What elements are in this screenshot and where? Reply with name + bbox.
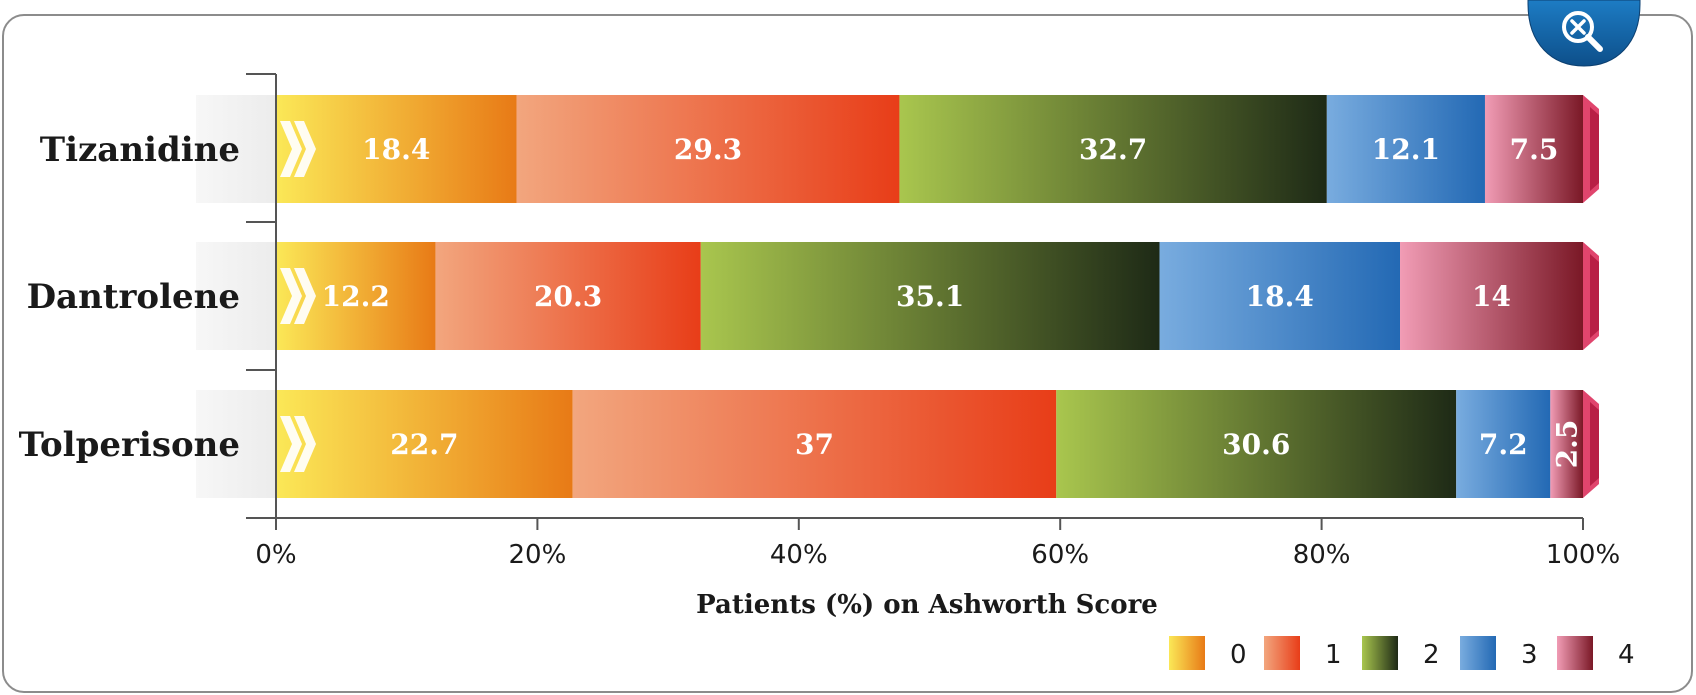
bar-row-background [196,95,276,203]
legend-label: 4 [1618,640,1635,670]
bars-layer: 18.4 29.3 32.7 12.1 7.5 Tizanidine 12.2 20.3 35.… [19,95,1599,498]
data-label: 7.5 [1510,133,1559,166]
data-label: 35.1 [896,280,964,313]
legend-swatch [1460,636,1496,670]
axis-layer: 0% 20% 40% 60% 80% 100% [246,73,1620,570]
bar-segment-tizanidine-score-3 [1326,95,1485,203]
category-label: Tolperisone [19,425,240,465]
legend-label: 3 [1521,640,1538,670]
data-label: 30.6 [1222,428,1290,461]
bar-row-tolperisone: 22.7 37 30.6 7.2 2.5 Tolperisone [19,390,1599,498]
data-label: 37 [795,428,834,461]
bar-segment-tizanidine-score-2 [899,95,1327,203]
bar-end-cap-shade [1590,402,1599,486]
bar-end-cap-shade [1590,107,1599,191]
data-label: 32.7 [1079,133,1147,166]
legend-label: 2 [1423,640,1440,670]
legend-swatch [1362,636,1398,670]
zoom-out-magnifier-icon [1562,11,1603,52]
bar-segment-tolperisone-score-1 [572,390,1057,498]
bar-segment-tolperisone-score-0 [276,390,573,498]
data-label: 20.3 [534,280,602,313]
data-label: 29.3 [674,133,742,166]
data-label: 22.7 [390,428,458,461]
legend-label: 1 [1325,640,1342,670]
legend-item-score-2: 2 [1362,636,1440,670]
x-tick-label: 0% [255,540,296,570]
data-label: 12.1 [1372,133,1440,166]
bar-row-background [196,390,276,498]
bar-row-background [196,242,276,350]
bar-end-cap-shade [1590,254,1599,338]
legend-swatch [1169,636,1205,670]
x-tick-label: 20% [509,540,567,570]
x-tick-label: 60% [1031,540,1089,570]
category-label: Tizanidine [40,130,240,170]
category-label: Dantrolene [27,277,240,317]
chevron-icon [280,121,316,177]
x-tick-label: 40% [770,540,828,570]
bar-segment-tolperisone-score-3 [1456,390,1551,498]
data-label: 7.2 [1479,428,1528,461]
bar-row-tizanidine: 18.4 29.3 32.7 12.1 7.5 Tizanidine [40,95,1599,203]
zoom-tab[interactable] [1524,0,1644,68]
bar-segment-tizanidine-score-0 [276,95,517,203]
legend-item-score-1: 1 [1264,636,1342,670]
legend-item-score-4: 4 [1557,636,1635,670]
legend: 0 1 2 3 4 [1169,636,1635,670]
bar-row-dantrolene: 12.2 20.3 35.1 18.4 14 Dantrolene [27,242,1599,350]
bar-segment-tolperisone-score-2 [1056,390,1457,498]
bar-segment-tolperisone-score-4 [1550,390,1583,498]
chevron-icon [280,268,316,324]
legend-item-score-0: 0 [1169,636,1247,670]
x-tick-label: 100% [1546,540,1620,570]
data-label: 18.4 [1246,280,1314,313]
data-label: 2.5 [1551,420,1584,469]
bar-segment-tizanidine-score-1 [516,95,900,203]
chevron-icon [280,416,316,472]
bar-segment-dantrolene-score-3 [1159,242,1401,350]
data-label: 12.2 [322,280,390,313]
data-label: 14 [1472,280,1511,313]
legend-swatch [1264,636,1300,670]
bar-segment-tizanidine-score-4 [1484,95,1583,203]
bar-segment-dantrolene-score-1 [435,242,701,350]
legend-item-score-3: 3 [1460,636,1538,670]
legend-label: 0 [1230,640,1247,670]
legend-swatch [1557,636,1593,670]
bar-segment-dantrolene-score-4 [1400,242,1583,350]
bar-segment-dantrolene-score-0 [276,242,436,350]
bar-segment-dantrolene-score-2 [700,242,1160,350]
x-tick-label: 80% [1293,540,1351,570]
data-label: 18.4 [362,133,430,166]
x-axis-title: Patients (%) on Ashworth Score [696,590,1158,620]
